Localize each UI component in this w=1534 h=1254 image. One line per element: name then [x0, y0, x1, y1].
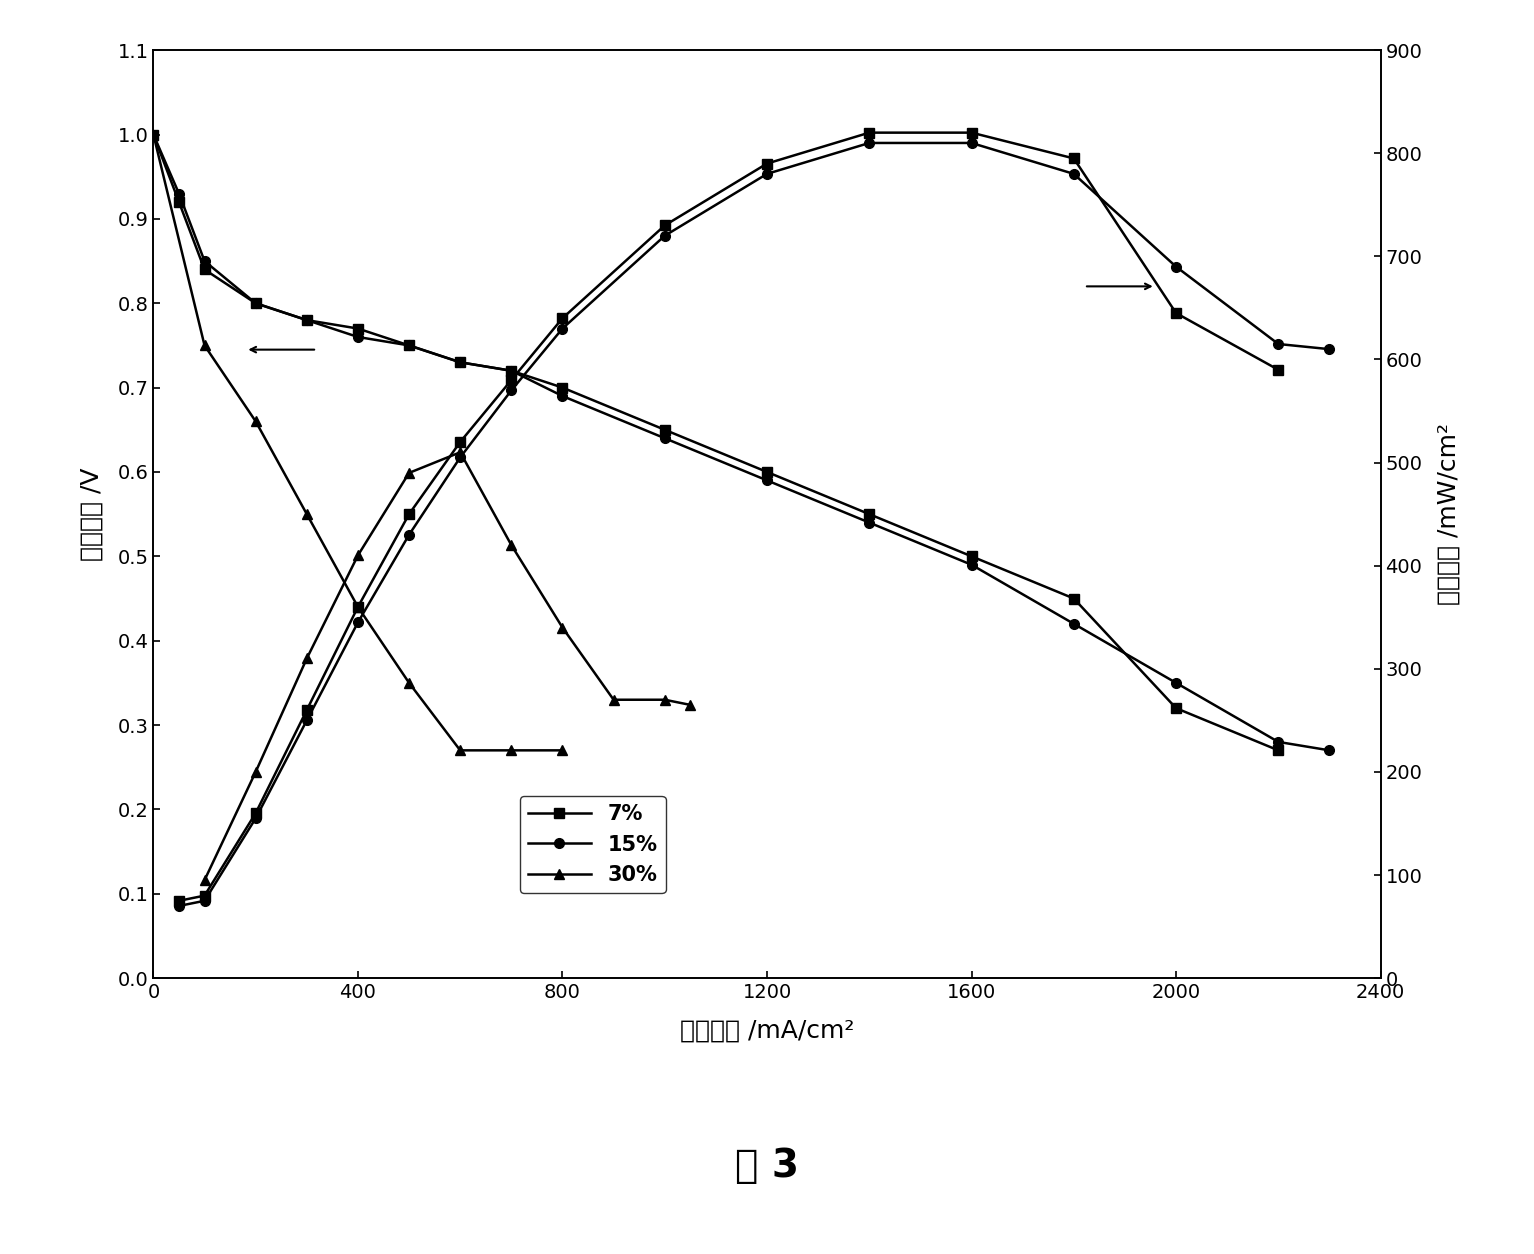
Text: 图 3: 图 3: [735, 1147, 799, 1185]
Y-axis label: 功率密度 /mW/cm²: 功率密度 /mW/cm²: [1436, 423, 1460, 606]
Legend: 7%, 15%, 30%: 7%, 15%, 30%: [520, 796, 666, 893]
X-axis label: 电流密度 /mA/cm²: 电流密度 /mA/cm²: [680, 1018, 854, 1042]
Y-axis label: 电池电唸 /V: 电池电唸 /V: [80, 468, 104, 561]
